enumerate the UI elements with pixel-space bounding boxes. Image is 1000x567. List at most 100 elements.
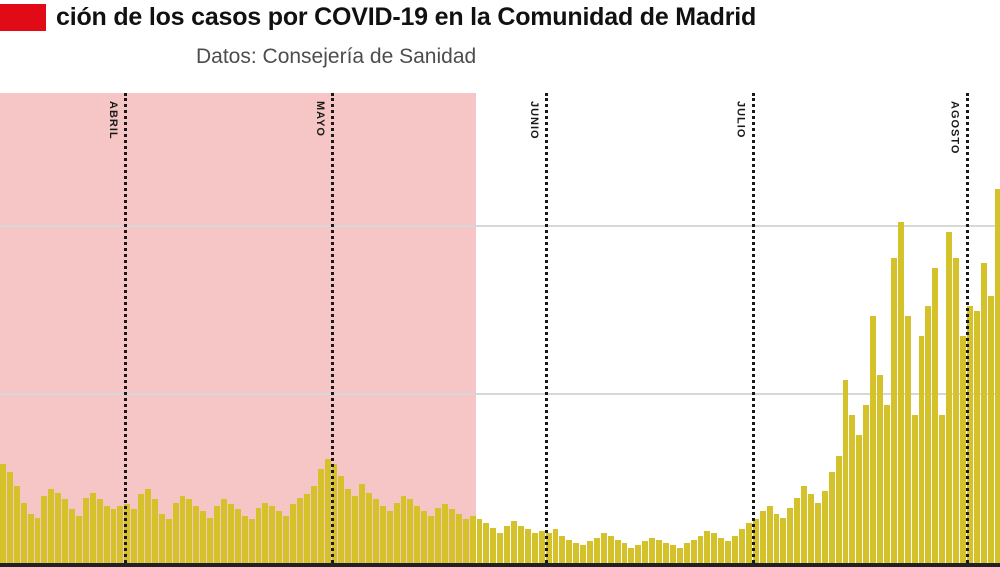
bars (0, 93, 1000, 563)
gridline (0, 225, 1000, 228)
bar (890, 257, 897, 563)
bar (642, 541, 649, 563)
bar (738, 529, 745, 563)
bar (421, 510, 428, 563)
bar (704, 531, 711, 563)
bar (366, 492, 372, 563)
bar (814, 502, 821, 563)
logo-block (0, 4, 46, 31)
bar (690, 539, 697, 563)
chart-title: ción de los casos por COVID-19 en la Com… (56, 3, 757, 31)
header: ción de los casos por COVID-19 en la Com… (0, 0, 1000, 93)
bar (359, 484, 366, 563)
bar (6, 472, 13, 563)
bar (262, 502, 269, 563)
bar (524, 529, 531, 563)
bar (82, 497, 89, 563)
bar (448, 509, 455, 563)
bar (276, 510, 283, 563)
bar (559, 536, 566, 563)
bar (476, 519, 483, 563)
bar (870, 316, 877, 563)
bar (151, 499, 158, 563)
bar (863, 405, 870, 563)
bar (566, 539, 573, 563)
bar (593, 537, 600, 563)
bar (732, 536, 738, 563)
bar (773, 514, 780, 563)
bar (884, 405, 890, 563)
bar (835, 455, 842, 563)
bar (497, 532, 504, 563)
chart-subtitle: Datos: Consejería de Sanidad (196, 45, 477, 68)
shaded-region (0, 93, 476, 563)
bar (752, 519, 759, 563)
bar (725, 541, 732, 563)
bar (531, 532, 538, 563)
bar (13, 485, 20, 563)
bar (200, 510, 207, 563)
bar (600, 532, 607, 563)
bar (172, 502, 179, 563)
bar (469, 516, 476, 563)
bar (511, 521, 517, 563)
bar (966, 306, 973, 563)
bar (221, 499, 227, 563)
bar (759, 510, 766, 563)
bar (946, 232, 953, 563)
bar (331, 463, 338, 563)
bar (580, 544, 587, 563)
bar (973, 311, 980, 563)
bar (248, 519, 255, 563)
bar (455, 514, 462, 563)
month-line (965, 93, 969, 563)
bar (131, 509, 138, 563)
bar (607, 536, 614, 563)
bar (676, 547, 683, 563)
bar (932, 267, 939, 563)
bar (656, 539, 662, 563)
bar (987, 296, 994, 563)
bar (517, 526, 524, 563)
bar (794, 497, 801, 563)
bar (842, 380, 849, 563)
bar (75, 516, 82, 563)
bar (55, 492, 62, 563)
bar (766, 505, 773, 563)
bar (324, 458, 331, 563)
bar (663, 542, 669, 563)
bar (96, 499, 103, 563)
bar (953, 257, 959, 563)
bar (124, 504, 131, 563)
month-label: AGOSTO (948, 101, 961, 155)
bar (89, 492, 96, 563)
bar (925, 306, 932, 563)
bar (587, 541, 593, 563)
bar (407, 499, 414, 563)
bar (165, 519, 172, 563)
bar (462, 519, 469, 563)
bar (939, 415, 946, 563)
bar (283, 516, 290, 563)
bar (338, 475, 345, 563)
bar (683, 542, 690, 563)
bar (877, 375, 883, 563)
bar (614, 539, 621, 563)
bar (62, 499, 69, 563)
bar (849, 415, 856, 563)
bar (34, 517, 41, 563)
bar (414, 505, 421, 563)
bar (179, 495, 186, 563)
bar (821, 490, 828, 563)
bar (504, 526, 511, 563)
bar (994, 188, 1000, 563)
bar (345, 489, 352, 563)
bar (718, 537, 725, 563)
bar (103, 505, 110, 563)
bar (310, 485, 317, 563)
bar (628, 547, 635, 563)
bar (145, 489, 151, 563)
bar (959, 336, 966, 563)
bar (317, 469, 324, 563)
